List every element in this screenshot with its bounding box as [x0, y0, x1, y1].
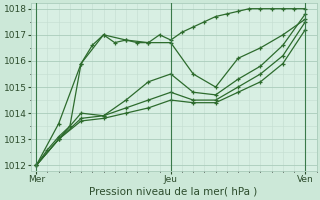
X-axis label: Pression niveau de la mer( hPa ): Pression niveau de la mer( hPa ): [90, 187, 258, 197]
